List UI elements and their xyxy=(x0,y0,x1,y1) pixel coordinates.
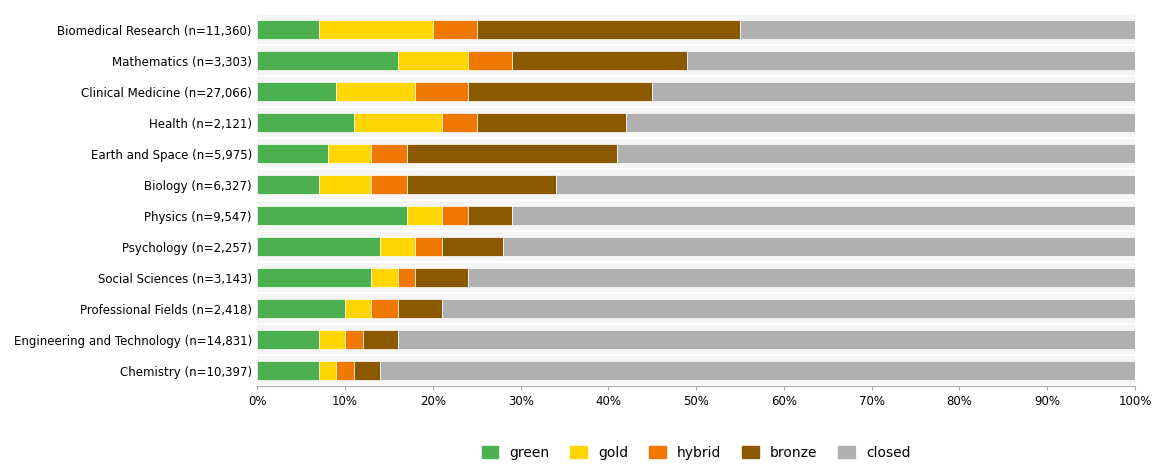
Bar xyxy=(257,175,318,194)
Bar xyxy=(257,145,328,163)
Bar xyxy=(337,82,415,101)
Bar xyxy=(371,268,398,287)
Bar xyxy=(257,268,371,287)
Bar xyxy=(318,361,337,380)
Bar xyxy=(415,268,468,287)
Bar xyxy=(415,237,441,256)
Bar xyxy=(345,300,371,318)
Bar xyxy=(477,20,739,39)
Bar xyxy=(503,237,1135,256)
Bar xyxy=(626,114,1135,132)
Bar xyxy=(380,237,415,256)
Bar xyxy=(257,51,398,70)
Bar xyxy=(371,145,406,163)
Bar xyxy=(556,175,1135,194)
Legend: green, gold, hybrid, bronze, closed: green, gold, hybrid, bronze, closed xyxy=(477,441,915,464)
Bar xyxy=(468,51,511,70)
Bar xyxy=(406,206,441,225)
Bar xyxy=(433,20,477,39)
Bar xyxy=(371,300,398,318)
Bar xyxy=(739,20,1135,39)
Bar xyxy=(441,237,503,256)
Bar xyxy=(398,268,415,287)
Bar xyxy=(468,268,1135,287)
Bar xyxy=(441,114,477,132)
Bar xyxy=(477,114,626,132)
Bar xyxy=(257,300,345,318)
Bar xyxy=(398,300,441,318)
Bar xyxy=(328,145,371,163)
Bar xyxy=(468,82,652,101)
Bar xyxy=(652,82,1135,101)
Bar xyxy=(318,175,371,194)
Bar xyxy=(511,206,1135,225)
Bar xyxy=(511,51,687,70)
Bar xyxy=(257,114,353,132)
Bar xyxy=(371,175,406,194)
Bar xyxy=(257,361,318,380)
Bar xyxy=(363,331,398,349)
Bar xyxy=(380,361,1135,380)
Bar xyxy=(441,300,1135,318)
Bar xyxy=(398,331,1135,349)
Bar xyxy=(406,145,618,163)
Bar xyxy=(353,361,380,380)
Bar xyxy=(687,51,1135,70)
Bar xyxy=(353,114,441,132)
Bar xyxy=(345,331,363,349)
Bar xyxy=(415,82,468,101)
Bar xyxy=(318,331,345,349)
Bar xyxy=(257,237,380,256)
Bar xyxy=(318,20,433,39)
Bar xyxy=(398,51,468,70)
Bar xyxy=(406,175,556,194)
Bar xyxy=(337,361,353,380)
Bar xyxy=(257,206,406,225)
Bar xyxy=(257,82,337,101)
Bar xyxy=(618,145,1135,163)
Bar xyxy=(441,206,468,225)
Bar xyxy=(257,20,318,39)
Bar xyxy=(257,331,318,349)
Bar xyxy=(468,206,511,225)
